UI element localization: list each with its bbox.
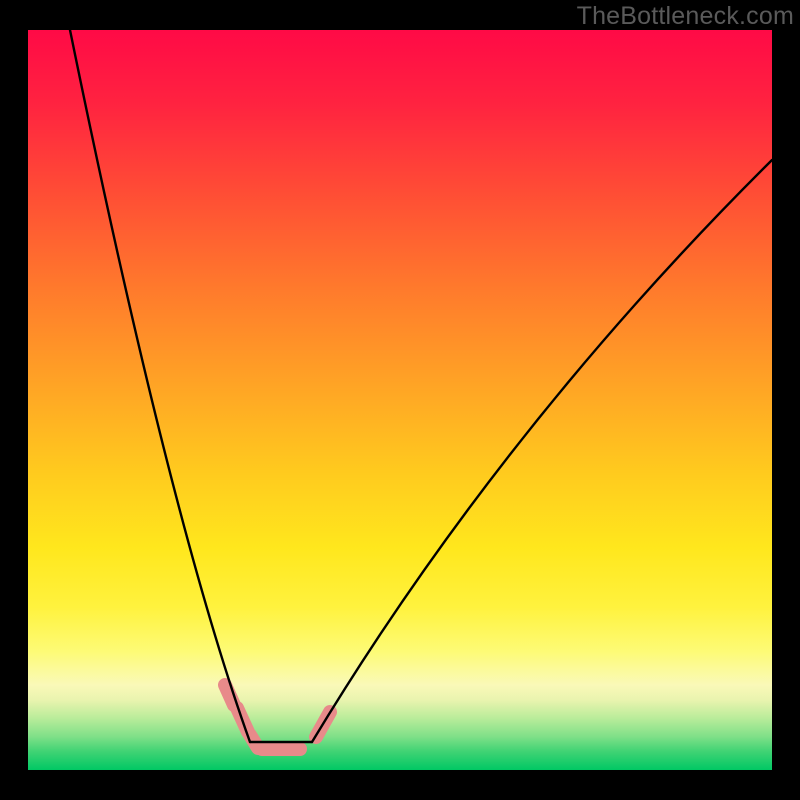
- watermark-text: TheBottleneck.com: [577, 2, 794, 31]
- gradient-background: [28, 30, 772, 770]
- chart-canvas: [0, 0, 800, 800]
- chart-svg: [0, 0, 800, 800]
